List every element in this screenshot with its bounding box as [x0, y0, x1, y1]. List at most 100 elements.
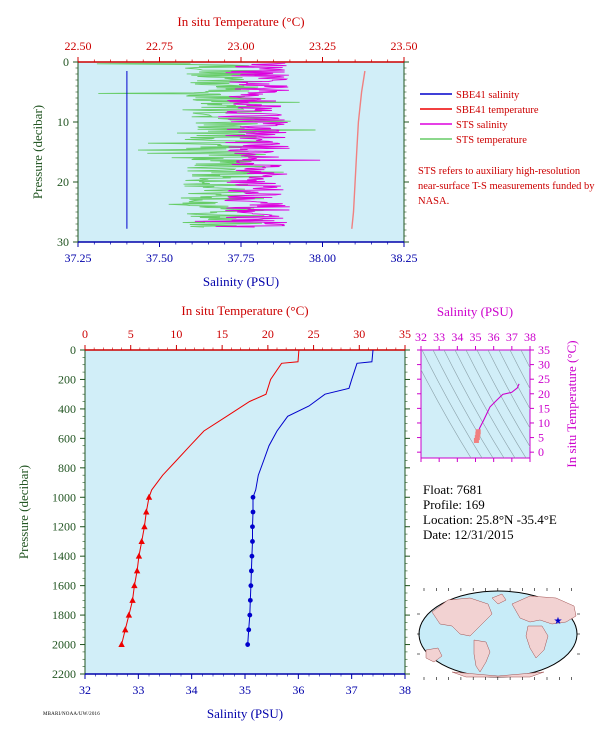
- temperature-marker: [125, 611, 133, 618]
- ts-temp-tick-label: 35: [538, 343, 550, 357]
- bottom-sal-tick-label: 35: [239, 683, 251, 697]
- ts-temp-axis-title: In situ Temperature (°C): [564, 340, 579, 467]
- date-text: Date: 12/31/2015: [423, 527, 514, 542]
- bottom-sal-tick-label: 37: [346, 683, 358, 697]
- salinity-profile-line: [247, 349, 374, 645]
- top-temp-tick-label: 23.00: [228, 39, 255, 53]
- bottom-sal-tick-label: 34: [186, 683, 198, 697]
- top-temp-tick-label: 23.25: [309, 39, 336, 53]
- bottom-pressure-tick-label: 1200: [52, 520, 76, 534]
- sts-salinity-line: [194, 62, 321, 228]
- salinity-marker: [247, 597, 253, 603]
- ts-temp-tick-label: 25: [538, 372, 550, 386]
- temperature-marker: [145, 493, 153, 500]
- ts-isopycnal: [421, 369, 472, 458]
- ts-isopycnal: [476, 350, 530, 448]
- ts-isopycnal: [509, 350, 530, 390]
- world-map: ★: [417, 588, 580, 680]
- top-series-group: [96, 62, 366, 229]
- temperature-marker: [122, 626, 129, 633]
- top-pressure-tick-label: 0: [63, 55, 69, 69]
- map-land-greenland: [491, 593, 507, 605]
- map-land-north-america: [431, 597, 493, 637]
- salinity-marker: [245, 642, 251, 647]
- top-sal-tick-label: 37.25: [65, 251, 92, 265]
- bottom-temp-tick-label: 35: [399, 327, 411, 341]
- ts-deep-marker: [473, 437, 479, 443]
- bottom-pressure-tick-label: 600: [58, 431, 76, 445]
- ts-isopycnal: [421, 350, 483, 458]
- temperature-marker: [141, 523, 148, 530]
- temperature-marker: [118, 641, 125, 648]
- ts-sal-tick-label: 34: [451, 330, 463, 344]
- map-land-eurasia: [511, 595, 577, 625]
- temperature-marker: [138, 537, 145, 544]
- ts-density-contours: [421, 350, 530, 458]
- ts-sal-axis-title: Salinity (PSU): [437, 304, 513, 319]
- temperature-marker: [133, 567, 141, 574]
- top-temp-tick-label: 23.50: [391, 39, 418, 53]
- bottom-pressure-tick-label: 1800: [52, 608, 76, 622]
- temperature-profile-line: [121, 349, 300, 645]
- top-temp-tick-label: 22.75: [146, 39, 173, 53]
- bottom-temp-axis-title: In situ Temperature (°C): [181, 303, 308, 318]
- salinity-marker: [250, 539, 255, 544]
- top-sal-tick-label: 37.50: [146, 251, 173, 265]
- ts-temp-tick-label: 0: [538, 445, 544, 459]
- ts-isopycnal: [498, 350, 530, 410]
- ts-isopycnal: [454, 350, 516, 458]
- top-temp-tick-label: 22.50: [65, 39, 92, 53]
- sts-note: STS refers to auxiliary high-resolution …: [418, 166, 595, 207]
- bottom-temp-tick-label: 15: [216, 327, 228, 341]
- map-land-africa: [525, 625, 549, 659]
- ts-temp-tick-label: 15: [538, 401, 550, 415]
- ts-sal-tick-label: 35: [470, 330, 482, 344]
- bottom-series-group: [118, 349, 374, 648]
- temperature-marker: [135, 552, 143, 559]
- bottom-pressure-tick-label: 200: [58, 372, 76, 386]
- bottom-temp-tick-label: 5: [128, 327, 134, 341]
- salinity-marker: [249, 568, 254, 574]
- salinity-marker: [246, 627, 252, 633]
- ts-temp-tick-label: 5: [538, 431, 544, 445]
- temperature-marker: [131, 582, 138, 589]
- salinity-marker: [247, 612, 253, 618]
- bottom-sal-tick-label: 33: [132, 683, 144, 697]
- bottom-sal-tick-label: 36: [292, 683, 304, 697]
- bottom-chart: 0 5 10 15 20 25 30 35 32 33 34 35 36 37 38 0 200 400 600 80…: [16, 303, 411, 721]
- bottom-sal-tick-label: 32: [79, 683, 91, 697]
- legend-label: SBE41 salinity: [456, 90, 520, 101]
- bottom-pressure-tick-label: 400: [58, 402, 76, 416]
- bottom-pressure-tick-label: 2200: [52, 667, 76, 681]
- map-land-south-america: [473, 639, 491, 673]
- ts-sal-tick-label: 37: [506, 330, 518, 344]
- map-ticks: [417, 588, 580, 680]
- footer-code: MBARI/NOAA/UW/2016: [43, 712, 100, 717]
- bottom-temp-tick-label: 25: [308, 327, 320, 341]
- salinity-marker: [248, 583, 254, 589]
- bottom-plot-background: [84, 349, 406, 675]
- ts-sal-tick-label: 32: [415, 330, 427, 344]
- ts-isopycnal: [465, 350, 527, 458]
- ts-sal-tick-label: 33: [433, 330, 445, 344]
- ts-isopycnal: [432, 350, 494, 458]
- bottom-pressure-tick-label: 0: [70, 343, 76, 357]
- legend-label: SBE41 temperature: [456, 105, 539, 116]
- float-id-text: Float: 7681: [423, 482, 483, 497]
- salinity-marker: [249, 553, 255, 559]
- ts-sal-tick-label: 38: [524, 330, 536, 344]
- top-sal-tick-label: 37.75: [228, 251, 255, 265]
- top-legend: SBE41 salinity SBE41 temperature STS salin…: [420, 90, 539, 146]
- top-pressure-tick-label: 20: [57, 175, 69, 189]
- ts-isopycnal: [443, 350, 505, 458]
- bottom-sal-axis-title: Salinity (PSU): [207, 706, 283, 721]
- bottom-pressure-axis-title: Pressure (decibar): [16, 465, 31, 559]
- temperature-marker: [129, 596, 136, 603]
- bottom-temp-tick-label: 10: [170, 327, 182, 341]
- top-sal-tick-label: 38.00: [309, 251, 336, 265]
- map-land-antarctica: [451, 671, 545, 678]
- ts-temp-tick-label: 30: [538, 358, 550, 372]
- float-info-panel: Float: 7681 Profile: 169 Location: 25.8°…: [423, 482, 557, 542]
- top-sal-axis-title: Salinity (PSU): [203, 274, 279, 289]
